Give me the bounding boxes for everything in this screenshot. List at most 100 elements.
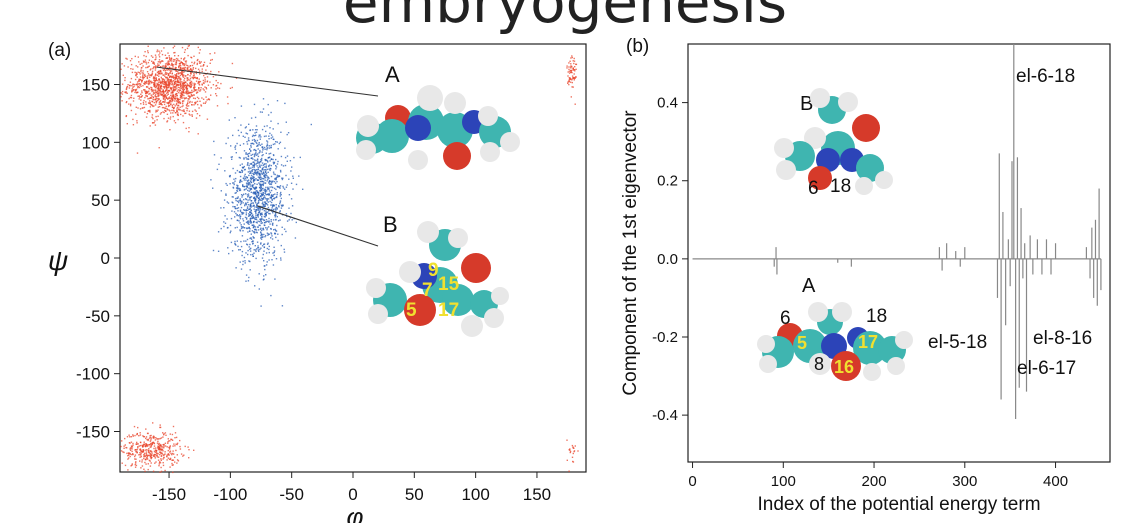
scatter-point-series-1 bbox=[265, 194, 267, 196]
scatter-point-series-1 bbox=[235, 152, 237, 154]
scatter-point-series-0 bbox=[169, 118, 172, 120]
scatter-point-series-0 bbox=[177, 55, 180, 57]
scatter-point-series-1 bbox=[243, 209, 246, 211]
scatter-point-series-0 bbox=[176, 81, 178, 83]
scatter-point-series-0 bbox=[157, 97, 159, 100]
scatter-point-series-0 bbox=[157, 63, 159, 65]
scatter-point-series-0 bbox=[134, 83, 136, 86]
scatter-point-series-1 bbox=[259, 138, 261, 140]
scatter-point-series-0 bbox=[151, 454, 153, 456]
scatter-point-series-1 bbox=[256, 142, 258, 145]
scatter-point-series-0 bbox=[154, 59, 156, 61]
scatter-point-series-1 bbox=[236, 200, 239, 202]
scatter-point-series-0 bbox=[193, 85, 196, 87]
scatter-point-series-1 bbox=[247, 195, 250, 197]
scatter-point-series-1 bbox=[253, 153, 256, 155]
x-tick-label: 200 bbox=[862, 473, 887, 490]
scatter-point-series-0 bbox=[125, 101, 127, 104]
scatter-point-series-0 bbox=[122, 451, 124, 453]
scatter-point-series-0 bbox=[142, 445, 145, 447]
scatter-point-series-1 bbox=[268, 248, 270, 251]
scatter-point-series-0 bbox=[187, 98, 189, 100]
scatter-point-series-1 bbox=[260, 197, 263, 199]
scatter-point-series-0 bbox=[130, 436, 133, 438]
scatter-point-series-0 bbox=[159, 92, 161, 94]
scatter-point-series-0 bbox=[154, 65, 157, 67]
scatter-point-series-1 bbox=[269, 132, 271, 135]
scatter-point-series-0 bbox=[212, 76, 215, 78]
scatter-point-series-0 bbox=[158, 147, 160, 149]
scatter-point-series-0 bbox=[144, 81, 146, 83]
scatter-point-series-1 bbox=[223, 221, 225, 223]
x-tick-label: 300 bbox=[952, 473, 977, 490]
scatter-point-series-1 bbox=[237, 129, 240, 132]
scatter-point-series-1 bbox=[255, 209, 257, 211]
y-tick-label: -50 bbox=[85, 307, 110, 326]
scatter-point-series-0 bbox=[174, 78, 176, 80]
scatter-point-series-0 bbox=[134, 91, 136, 94]
scatter-point-series-1 bbox=[291, 205, 294, 207]
scatter-point-series-1 bbox=[269, 213, 271, 215]
scatter-point-series-1 bbox=[234, 197, 237, 200]
scatter-point-series-1 bbox=[264, 191, 267, 193]
scatter-point-series-0 bbox=[157, 83, 159, 85]
scatter-point-series-0 bbox=[139, 441, 142, 443]
scatter-point-series-1 bbox=[243, 198, 245, 201]
scatter-point-series-1 bbox=[274, 182, 277, 184]
scatter-point-series-0 bbox=[163, 85, 165, 88]
scatter-point-series-1 bbox=[263, 177, 265, 180]
scatter-point-series-0 bbox=[178, 98, 180, 101]
scatter-point-series-1 bbox=[258, 211, 260, 213]
scatter-point-series-0 bbox=[130, 94, 133, 97]
scatter-point-series-1 bbox=[255, 190, 257, 192]
scatter-point-series-1 bbox=[210, 179, 212, 181]
scatter-point-series-1 bbox=[250, 150, 252, 152]
scatter-point-series-1 bbox=[246, 186, 248, 189]
scatter-point-series-0 bbox=[161, 453, 164, 455]
scatter-point-series-0 bbox=[168, 86, 170, 89]
scatter-point-series-1 bbox=[260, 176, 262, 178]
scatter-point-series-0 bbox=[166, 113, 169, 115]
scatter-point-series-1 bbox=[263, 176, 266, 178]
scatter-point-series-0 bbox=[171, 62, 173, 65]
scatter-point-series-0 bbox=[196, 89, 198, 91]
scatter-point-series-1 bbox=[259, 151, 261, 153]
scatter-point-series-1 bbox=[280, 259, 282, 261]
scatter-point-series-0 bbox=[143, 468, 145, 470]
scatter-point-series-1 bbox=[225, 194, 227, 196]
scatter-point-series-1 bbox=[263, 233, 265, 236]
scatter-point-series-1 bbox=[248, 187, 250, 189]
scatter-point-series-0 bbox=[144, 111, 146, 113]
scatter-point-series-0 bbox=[165, 110, 167, 112]
scatter-point-series-0 bbox=[146, 86, 149, 88]
scatter-point-series-1 bbox=[260, 242, 262, 244]
scatter-point-series-1 bbox=[281, 178, 284, 181]
scatter-point-series-1 bbox=[264, 201, 266, 203]
scatter-point-series-0 bbox=[172, 47, 174, 49]
scatter-point-series-0 bbox=[202, 79, 205, 82]
scatter-point-series-0 bbox=[123, 65, 126, 67]
scatter-point-series-0 bbox=[128, 454, 130, 456]
scatter-point-series-1 bbox=[290, 182, 293, 184]
scatter-point-series-1 bbox=[270, 228, 272, 230]
scatter-point-series-0 bbox=[153, 454, 156, 456]
scatter-point-series-0 bbox=[153, 85, 155, 87]
scatter-point-series-0 bbox=[155, 461, 157, 463]
inset-b-number-6: 6 bbox=[808, 178, 819, 199]
scatter-point-series-1 bbox=[262, 229, 265, 231]
scatter-point-series-1 bbox=[267, 234, 269, 236]
scatter-point-series-0 bbox=[154, 92, 156, 94]
scatter-point-series-1 bbox=[275, 236, 277, 239]
scatter-point-series-0 bbox=[199, 73, 201, 75]
scatter-point-series-0 bbox=[160, 103, 162, 106]
scatter-point-series-1 bbox=[250, 117, 253, 119]
scatter-point-series-1 bbox=[271, 186, 273, 188]
scatter-point-series-1 bbox=[263, 125, 266, 128]
scatter-point-series-0 bbox=[148, 90, 150, 92]
scatter-point-series-0 bbox=[155, 79, 158, 81]
scatter-point-series-0 bbox=[167, 449, 169, 452]
scatter-point-series-1 bbox=[230, 145, 232, 147]
scatter-point-series-1 bbox=[236, 214, 238, 217]
scatter-point-series-0 bbox=[169, 72, 171, 74]
scatter-point-series-0 bbox=[176, 462, 178, 464]
